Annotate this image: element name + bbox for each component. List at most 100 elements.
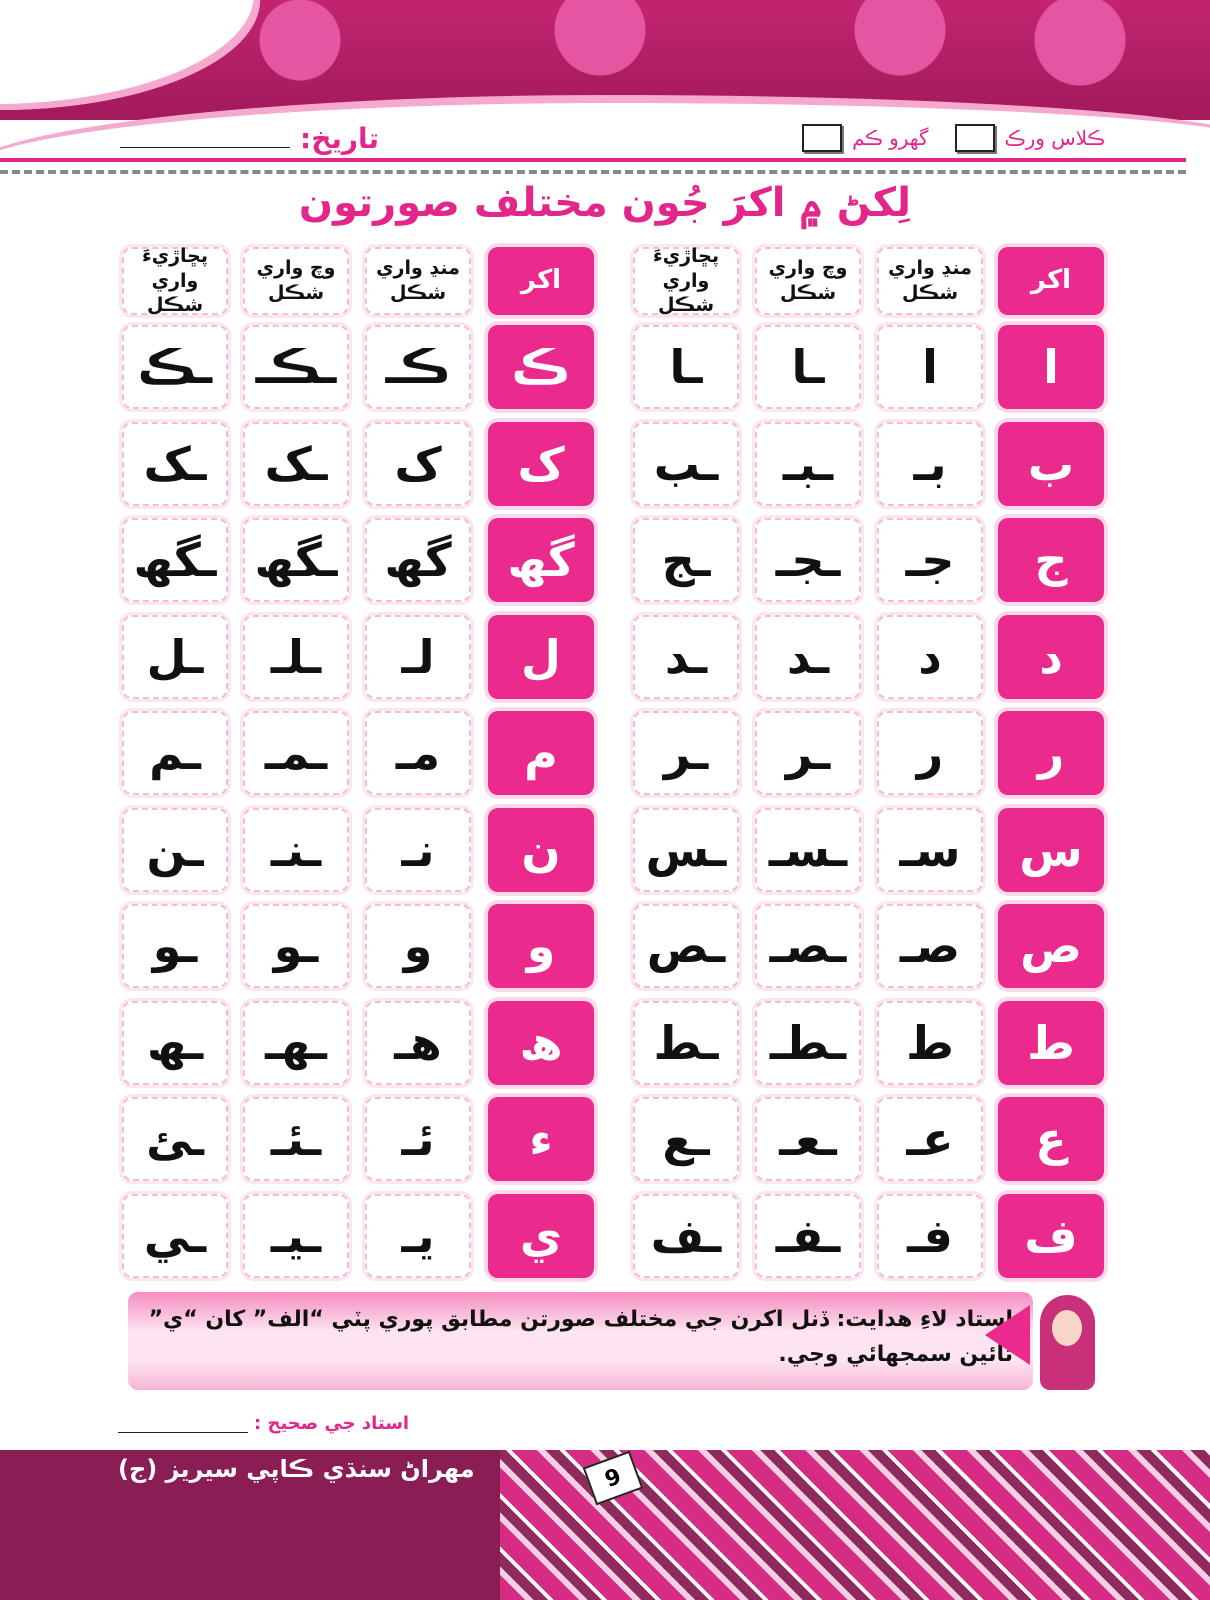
letter-cell: ء	[488, 1097, 594, 1181]
letter-form-cell: ئـ	[365, 1097, 471, 1181]
letter-form-cell: ـئ	[122, 1097, 228, 1181]
letter-form-cell: ـعـ	[755, 1097, 861, 1181]
letter-form-cell: ـر	[755, 711, 861, 795]
letter-form-cell: ـفـ	[755, 1193, 861, 1278]
letter-form-cell: ـطـ	[755, 1000, 861, 1085]
class-work-label: ڪلاس ورڪ	[1004, 126, 1105, 150]
letter-cell: ل	[488, 614, 594, 699]
letter-form-cell: ـڪ	[122, 325, 228, 409]
letter-form-cell: گھ	[365, 518, 471, 602]
letter-form-cell: سـ	[877, 807, 983, 892]
letter-cell: ھ	[488, 1000, 594, 1085]
letter-form-cell: ـمـ	[243, 711, 349, 795]
letter-cell: ج	[998, 518, 1104, 602]
letter-form-cell: ـم	[122, 711, 228, 795]
letter-form-cell: ـک	[122, 421, 228, 506]
letter-form-cell: ـسـ	[755, 807, 861, 892]
signature-label: استاد جي صحيح :	[254, 1413, 410, 1434]
letter-cell: ب	[998, 421, 1104, 506]
letter-cell: ط	[998, 1000, 1104, 1085]
letter-form-cell: ـس	[633, 807, 739, 892]
work-type: ڪلاس ورڪ گھرو ڪم	[802, 120, 1105, 156]
letter-form-cell: ـن	[122, 807, 228, 892]
letter-form-cell: ـد	[633, 614, 739, 699]
signature-line[interactable]	[118, 1413, 248, 1433]
teacher-signature: استاد جي صحيح :	[118, 1413, 409, 1434]
letter-form-cell: د	[877, 614, 983, 699]
letter-cell: ف	[998, 1193, 1104, 1278]
teacher-instruction: استاد لاءِ هدايت: ڏنل اکرن جي مختلف صورت…	[128, 1292, 1033, 1390]
date-input-line[interactable]	[120, 128, 290, 148]
letter-form-cell: ـھـ	[243, 1000, 349, 1085]
class-work-checkbox[interactable]	[954, 124, 995, 152]
letter-cell: گھ	[488, 518, 594, 602]
letter-cell: ي	[488, 1193, 594, 1278]
date-label: تاريخ:	[300, 121, 380, 155]
letter-cell: د	[998, 614, 1104, 699]
divider	[0, 158, 1186, 162]
letter-form-cell: ک	[365, 421, 471, 506]
letter-form-cell: ـو	[122, 904, 228, 988]
column-header: پڇاڙيءَ واري شڪل	[122, 245, 228, 316]
letter-form-cell: مـ	[365, 711, 471, 795]
letter-form-cell: ـو	[243, 904, 349, 988]
letter-form-cell: ـيـ	[243, 1193, 349, 1278]
home-work-label: گھرو ڪم	[852, 126, 929, 150]
letter-form-cell: ـع	[633, 1097, 739, 1181]
letter-form-cell: ـل	[122, 614, 228, 699]
column-header: وچ واري شڪل	[243, 247, 349, 315]
letter-form-cell: و	[365, 904, 471, 988]
letter-cell: ڪ	[488, 325, 594, 409]
letter-cell: س	[998, 807, 1104, 892]
column-header: وچ واري شڪل	[755, 247, 861, 315]
column-header: منڍ واري شڪل	[365, 247, 471, 315]
letter-form-cell: ـئـ	[243, 1097, 349, 1181]
page-title: لِکڻ ۾ اکرَ جُون مختلف صورتون	[298, 180, 912, 226]
letter-form-cell: ـي	[122, 1193, 228, 1278]
letter-form-cell: ـط	[633, 1000, 739, 1085]
letter-form-cell: ـک	[243, 421, 349, 506]
letter-form-cell: فـ	[877, 1193, 983, 1278]
letter-form-cell: نـ	[365, 807, 471, 892]
instruction-label: استاد لاءِ هدايت:	[836, 1307, 1013, 1332]
letter-form-cell: ـا	[633, 325, 739, 409]
column-header: اکر	[998, 247, 1104, 315]
letter-cell: و	[488, 904, 594, 988]
letter-form-cell: ـڪـ	[243, 325, 349, 409]
letter-form-cell: ـبـ	[755, 421, 861, 506]
letter-form-cell: ـگھ	[122, 518, 228, 602]
letter-form-cell: ـا	[755, 325, 861, 409]
date-field: تاريخ:	[120, 120, 379, 156]
letter-form-cell: ـصـ	[755, 904, 861, 988]
letter-form-cell: ـجـ	[755, 518, 861, 602]
teacher-face	[1052, 1310, 1082, 1346]
letter-form-cell: ـب	[633, 421, 739, 506]
letter-form-cell: لـ	[365, 614, 471, 699]
dashed-divider	[0, 170, 1186, 174]
letter-form-cell: ط	[877, 1000, 983, 1085]
letter-form-cell: يـ	[365, 1193, 471, 1278]
letter-form-cell: بـ	[877, 421, 983, 506]
letter-cell: ک	[488, 421, 594, 506]
letter-form-cell: ـف	[633, 1193, 739, 1278]
home-work-checkbox[interactable]	[802, 124, 843, 152]
letter-form-cell: ڪـ	[365, 325, 471, 409]
column-header: پڇاڙيءَ واري شڪل	[633, 245, 739, 316]
footer-brand: مهراڻ سنڌي ڪاپي سيريز (ج)	[118, 1455, 475, 1483]
letter-cell: ا	[998, 325, 1104, 409]
letter-form-cell: ـگھ	[243, 518, 349, 602]
letter-form-cell: ـھ	[122, 1000, 228, 1085]
letter-cell: ن	[488, 807, 594, 892]
letter-cell: م	[488, 711, 594, 795]
letter-form-cell: صـ	[877, 904, 983, 988]
arrow-icon	[985, 1305, 1030, 1365]
letter-form-cell: ـر	[633, 711, 739, 795]
column-header: منڍ واري شڪل	[877, 247, 983, 315]
letter-form-cell: ـد	[755, 614, 861, 699]
letter-form-cell: ر	[877, 711, 983, 795]
letter-form-cell: جـ	[877, 518, 983, 602]
letter-form-cell: ھـ	[365, 1000, 471, 1085]
letter-form-cell: ـلـ	[243, 614, 349, 699]
letter-form-cell: ـص	[633, 904, 739, 988]
letter-cell: ر	[998, 711, 1104, 795]
